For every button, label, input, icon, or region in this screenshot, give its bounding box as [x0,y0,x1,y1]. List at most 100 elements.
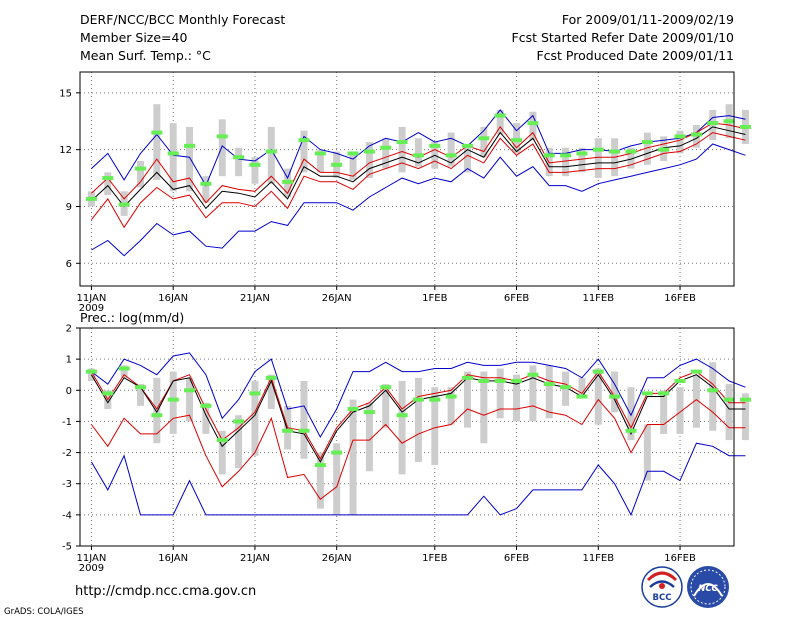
observed-marker [560,153,572,158]
observed-marker [85,369,97,374]
observed-marker [445,394,457,399]
spread-box [611,371,619,413]
observed-marker [134,385,146,390]
spread-box [741,393,749,441]
spread-box [365,402,373,472]
observed-marker [674,134,686,139]
spread-box [136,161,144,188]
x-tick-label: 26JAN [322,293,352,304]
observed-marker [494,378,506,383]
observed-marker [543,382,555,387]
observed-marker [560,385,572,390]
spread-box [480,126,488,158]
observed-marker [625,149,637,154]
upper-bound-line [90,370,746,460]
plot-frame [79,327,735,547]
observed-marker [380,385,392,390]
observed-marker [298,428,310,433]
observed-marker [658,147,670,152]
lower-bound-line [91,132,746,229]
observed-marker [576,151,588,156]
ncc-logo: NCC [687,566,729,608]
spread-box [627,387,635,441]
spread-box [365,142,373,179]
precip-panel-title: Prec.: log(mm/d) [80,310,184,325]
y-tick-label: 6 [66,259,72,270]
spread-box [529,365,537,422]
spread-box [480,371,488,444]
spread-box [545,365,553,419]
spread-box [398,126,406,173]
spread-box [594,138,602,179]
observed-marker [184,388,196,393]
spread-box [463,145,471,173]
observed-marker [314,151,326,156]
spread-box [349,399,357,515]
observed-marker [739,397,751,402]
header-title: DERF/NCC/BCC Monthly Forecast [80,12,285,27]
spread-box [513,374,521,422]
bcc-logo: BCC [641,566,683,608]
spread-box [153,104,161,180]
spread-box [578,377,586,397]
spread-box [562,147,570,177]
observed-marker [592,369,604,374]
header-left: DERF/NCC/BCC Monthly Forecast Member Siz… [80,12,285,63]
spread-box [251,380,259,456]
spread-box [676,387,684,434]
observed-marker [396,413,408,418]
spread-box [202,176,210,203]
observed-marker [429,143,441,148]
observed-marker [511,378,523,383]
x-tick-label: 6FEB [504,293,529,304]
observed-marker [609,394,621,399]
x-tick-label: 26JAN [322,553,352,564]
min-line [90,442,746,517]
observed-marker [723,119,735,124]
plot-frame [79,71,735,287]
spread-box [136,384,144,406]
y-tick-label: 9 [66,202,72,213]
observed-marker [739,124,751,129]
spread-box [218,119,226,177]
observed-marker [200,181,212,186]
header-produced-date: Fcst Produced Date 2009/01/11 [536,48,734,63]
spread-box [643,424,651,481]
ncc-logo-text: NCC [698,584,718,594]
observed-marker [167,397,179,402]
spread-box [594,368,602,425]
observed-marker [265,375,277,380]
spread-box [169,371,177,434]
spread-box [382,138,390,169]
observed-marker [282,179,294,184]
observed-marker [412,397,424,402]
observed-marker [167,151,179,156]
spread-box [153,377,161,444]
header-start-date: Fcst Started Refer Date 2009/01/10 [512,30,735,45]
observed-marker [233,419,245,424]
observed-marker [461,375,473,380]
spread-box [382,384,390,428]
y-tick-label: -4 [62,510,72,521]
spread-box [316,149,324,173]
header-period: For 2009/01/11-2009/02/19 [562,12,734,27]
observed-marker [707,121,719,126]
spread-box [300,380,308,459]
spread-box [398,380,406,475]
spread-box [709,362,717,431]
observed-marker [543,153,555,158]
observed-marker [478,136,490,141]
lower-bound-line [91,398,746,501]
observed-marker [576,394,588,399]
spread-box [725,384,733,441]
spread-box [267,374,275,409]
x-tick-label: 21JAN [240,293,270,304]
bcc-logo-text: BCC [653,593,672,603]
observed-marker [690,132,702,137]
observed-marker [412,153,424,158]
x-tick-label: 6FEB [504,553,529,564]
y-tick-label: 15 [59,88,72,99]
footer-grads-credit: GrADS: COLA/IGES [4,607,84,617]
observed-marker [282,428,294,433]
